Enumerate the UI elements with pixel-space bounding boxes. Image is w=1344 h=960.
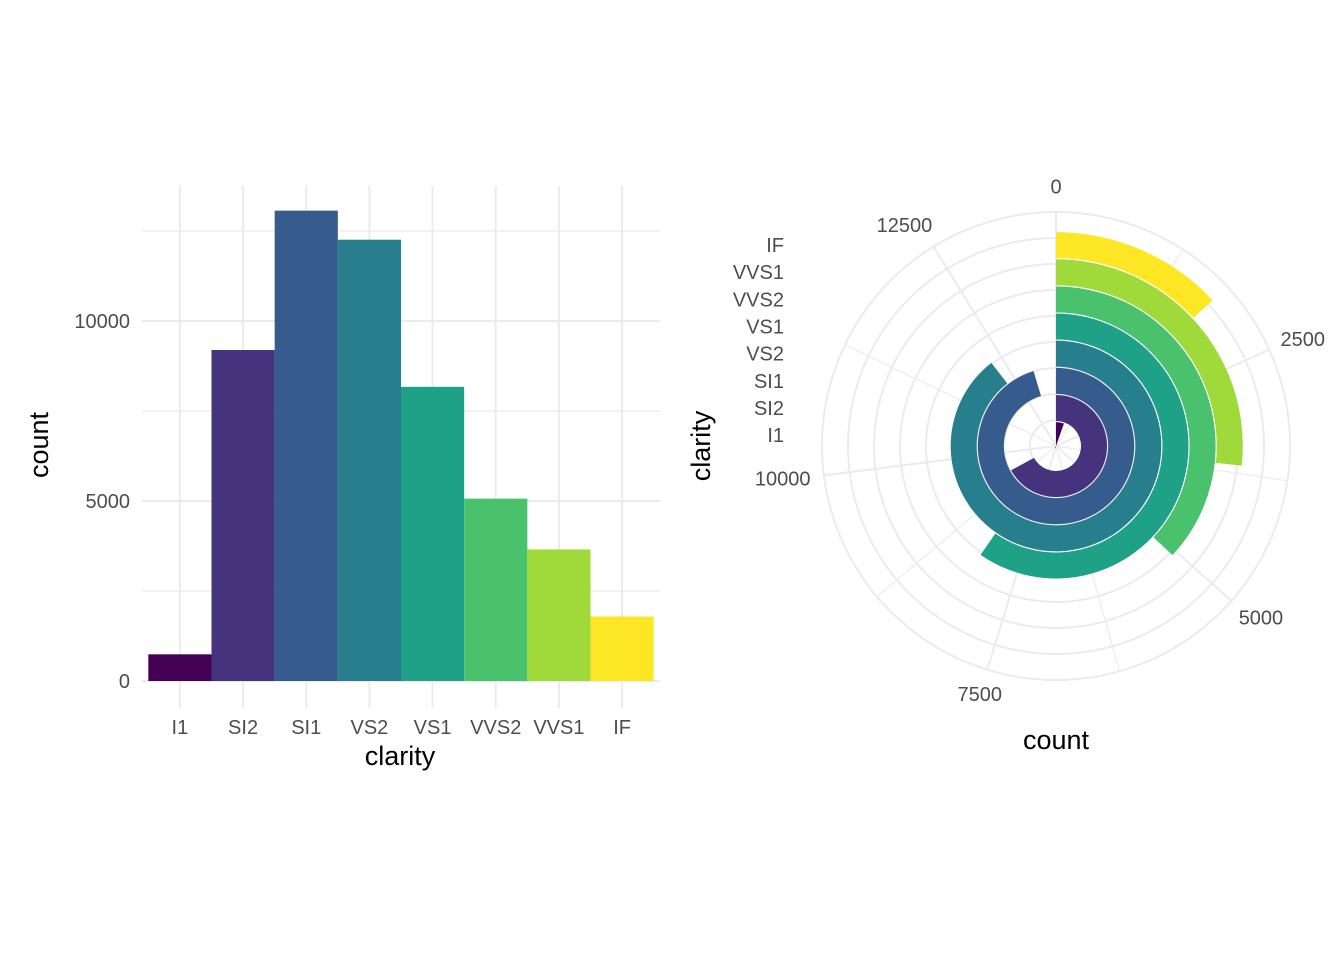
polar-count-tick-label: 5000: [1239, 608, 1284, 630]
bar-si2: [211, 350, 275, 681]
polar-count-tick-label: 7500: [958, 684, 1003, 706]
bar-chart-bars: [148, 210, 654, 681]
bar-chart-y-tick-labels: 0 5000 10000: [74, 311, 130, 693]
polar-major-spoke-gridline: [824, 445, 1057, 477]
bar-x-tick-label-vs2: VS2: [351, 717, 389, 739]
bar-chart-x-axis-title: clarity: [365, 741, 436, 771]
bar-x-tick-label-vs1: VS1: [414, 717, 452, 739]
polar-chart-y-axis-title: clarity: [686, 410, 716, 481]
bar-if: [590, 616, 654, 681]
bar-x-tick-label-vvs2: VVS2: [470, 717, 521, 739]
polar-bar-vvs1: [1056, 259, 1243, 466]
polar-major-spoke-gridline: [933, 246, 1057, 447]
bar-vvs1: [527, 549, 591, 681]
polar-bar-si1: [977, 367, 1135, 525]
polar-clarity-tick-label-vs1: VS1: [746, 317, 784, 339]
bar-y-tick-label: 5000: [86, 491, 131, 513]
bar-x-tick-label-i1: I1: [172, 717, 189, 739]
polar-count-tick-label: 2500: [1280, 329, 1325, 351]
bar-y-tick-label: 0: [119, 671, 130, 693]
bar-chart-panel: 0 5000 10000 I1 SI2 SI1 VS2 VS1 VVS2 VVS1 IF clar…: [24, 186, 660, 771]
polar-bar-vvs2: [1056, 286, 1216, 556]
polar-chart-x-axis-title: count: [1023, 725, 1090, 755]
polar-chart-bars: [950, 232, 1243, 579]
bar-chart-x-tick-labels: I1 SI2 SI1 VS2 VS1 VVS2 VVS1 IF: [172, 717, 631, 739]
polar-clarity-tick-label-vvs1: VVS1: [733, 262, 784, 284]
bar-vs2: [337, 239, 401, 681]
polar-bar-i1: [1055, 422, 1064, 449]
bar-vvs2: [464, 498, 528, 681]
bar-y-tick-label: 10000: [74, 311, 130, 333]
polar-clarity-tick-label-i1: I1: [767, 425, 784, 447]
bar-x-tick-label-si1: SI1: [291, 717, 321, 739]
polar-count-tick-label: 0: [1050, 177, 1061, 199]
bar-x-tick-label-if: IF: [613, 717, 631, 739]
bar-x-tick-label-vvs1: VVS1: [533, 717, 584, 739]
polar-chart-clarity-tick-labels: I1 SI2 SI1 VS2 VS1 VVS2 VVS1 IF: [733, 235, 784, 447]
bar-i1: [148, 654, 212, 681]
polar-bar-if: [1056, 232, 1213, 318]
polar-chart-panel: 0 2500 5000 7500 10000 12500 I1 SI2 SI1 VS2 VS1 VV…: [686, 177, 1325, 756]
polar-minor-spoke-gridline: [845, 344, 1057, 447]
polar-bar-si2: [1011, 394, 1108, 498]
polar-clarity-tick-label-si2: SI2: [754, 398, 784, 420]
polar-clarity-tick-label-vvs2: VVS2: [733, 289, 784, 311]
polar-ring-gridline: [821, 211, 1291, 681]
polar-clarity-tick-label-si1: SI1: [754, 371, 784, 393]
polar-clarity-tick-label-vs2: VS2: [746, 344, 784, 366]
polar-count-tick-label: 10000: [755, 469, 811, 491]
polar-count-tick-label: 12500: [877, 215, 933, 237]
polar-chart-count-tick-labels: 0 2500 5000 7500 10000 12500: [755, 177, 1325, 707]
bar-si1: [274, 210, 338, 681]
polar-clarity-tick-label-if: IF: [766, 235, 784, 257]
bar-vs1: [401, 386, 465, 681]
bar-x-tick-label-si2: SI2: [228, 717, 258, 739]
polar-bar-vs1: [980, 313, 1189, 579]
bar-chart-y-axis-title: count: [24, 411, 54, 478]
